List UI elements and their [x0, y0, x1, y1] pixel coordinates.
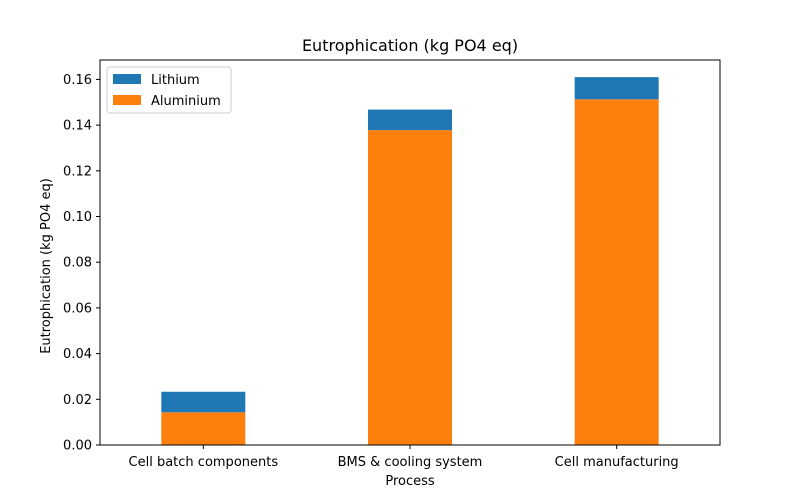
bar-lithium-1 [368, 109, 452, 131]
y-tick-label: 0.16 [63, 73, 92, 88]
bars-group [161, 77, 659, 446]
x-axis-title: Process [385, 474, 435, 489]
y-tick-label: 0.00 [63, 439, 92, 454]
bar-aluminium-1 [368, 130, 452, 445]
y-tick-label: 0.14 [63, 119, 92, 134]
chart-title: Eutrophication (kg PO4 eq) [302, 36, 518, 55]
bar-aluminium-2 [574, 99, 659, 446]
legend: Lithium Aluminium [106, 66, 232, 114]
y-tick-label: 0.08 [63, 256, 92, 271]
x-tick-label: Cell manufacturing [555, 455, 679, 470]
bar-lithium-0 [161, 391, 246, 413]
x-tick-label: Cell batch components [129, 455, 279, 470]
legend-swatch-aluminium [113, 95, 141, 105]
y-tick-label: 0.02 [63, 393, 92, 408]
y-tick-label: 0.04 [63, 347, 92, 362]
x-tick-label: BMS & cooling system [338, 455, 483, 470]
legend-label-lithium: Lithium [151, 73, 200, 88]
y-tick-label: 0.06 [63, 301, 92, 316]
axes-group: 0.00 0.02 0.04 0.06 0.08 0.10 0.12 0.14 0.16 Cell… [63, 59, 721, 470]
legend-label-aluminium: Aluminium [151, 94, 221, 109]
y-tick-label: 0.10 [63, 210, 92, 225]
legend-swatch-lithium [113, 74, 141, 84]
bar-aluminium-0 [161, 412, 246, 445]
bar-lithium-2 [574, 77, 659, 100]
y-tick-label: 0.12 [63, 164, 92, 179]
y-axis-title: Eutrophication (kg PO4 eq) [39, 178, 54, 354]
